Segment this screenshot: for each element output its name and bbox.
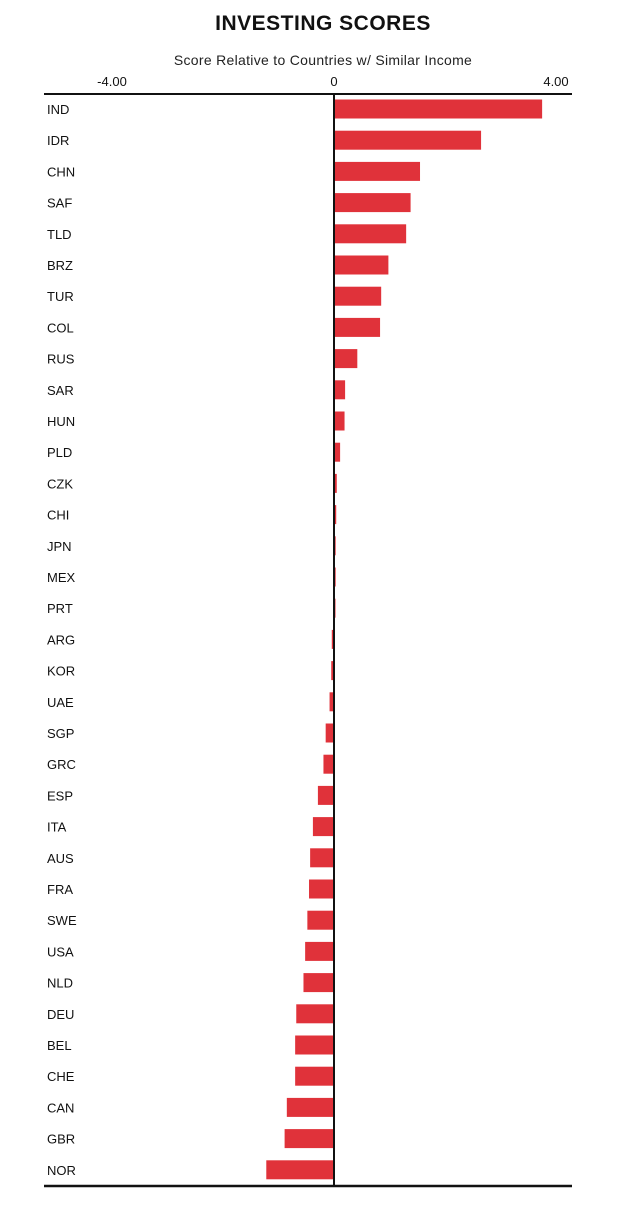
category-label: GRC — [47, 757, 76, 772]
category-label: BRZ — [47, 258, 73, 273]
category-label: BEL — [47, 1038, 72, 1053]
bar-deu — [296, 1004, 334, 1024]
category-label: USA — [47, 944, 74, 959]
category-label: AUS — [47, 851, 74, 866]
x-tick-label: 0 — [330, 74, 337, 89]
bar-aus — [310, 848, 334, 868]
bar-swe — [307, 910, 334, 930]
bar-esp — [317, 785, 334, 805]
bar-idr — [334, 130, 482, 150]
x-tick-labels: -4.00 0 4.00 — [97, 74, 568, 89]
bar-bel — [295, 1035, 334, 1055]
bar-sar — [334, 380, 346, 400]
bar-pld — [334, 442, 341, 462]
x-tick-label: 4.00 — [543, 74, 568, 89]
category-label: COL — [47, 320, 74, 335]
bar-sgp — [325, 723, 334, 743]
category-label: DEU — [47, 1007, 74, 1022]
bar-fra — [309, 879, 334, 899]
category-label: ARG — [47, 632, 75, 647]
category-label: ITA — [47, 820, 67, 835]
category-labels: IND IDR CHN SAF TLD BRZ TUR COL RUS SAR HUN PLD CZK C… — [47, 102, 77, 1178]
bar-chi — [334, 505, 337, 525]
bar-brz — [334, 255, 389, 275]
bar-tld — [334, 224, 407, 244]
category-label: TUR — [47, 289, 74, 304]
bar-nld — [303, 973, 334, 993]
category-label: SGP — [47, 726, 74, 741]
bar-gbr — [284, 1129, 334, 1149]
category-label: HUN — [47, 414, 75, 429]
category-label: CHI — [47, 508, 69, 523]
bar-chn — [334, 161, 421, 181]
bar-grc — [323, 754, 334, 774]
category-label: ESP — [47, 788, 73, 803]
category-label: IND — [47, 102, 69, 117]
category-label: JPN — [47, 539, 72, 554]
category-label: SAR — [47, 383, 74, 398]
category-label: PLD — [47, 445, 72, 460]
category-label: RUS — [47, 352, 75, 367]
category-label: NOR — [47, 1163, 76, 1178]
bars — [266, 99, 543, 1180]
category-label: MEX — [47, 570, 76, 585]
category-label: CHE — [47, 1069, 75, 1084]
category-label: IDR — [47, 133, 69, 148]
x-tick-label: -4.00 — [97, 74, 127, 89]
bar-che — [295, 1066, 334, 1086]
bar-czk — [334, 473, 337, 493]
bar-col — [334, 317, 381, 337]
x-axis-label: Score Relative to Countries w/ Similar I… — [174, 52, 472, 68]
bar-kor — [331, 661, 334, 681]
category-label: PRT — [47, 601, 73, 616]
bar-arg — [331, 629, 334, 649]
bar-uae — [329, 692, 334, 712]
category-label: CHN — [47, 164, 75, 179]
category-label: FRA — [47, 882, 73, 897]
bar-saf — [334, 193, 411, 213]
category-label: TLD — [47, 227, 72, 242]
category-label: SAF — [47, 196, 72, 211]
bar-tur — [334, 286, 382, 306]
category-label: KOR — [47, 664, 75, 679]
bar-usa — [305, 941, 334, 961]
chart-title: INVESTING SCORES — [215, 12, 431, 35]
category-label: SWE — [47, 913, 77, 928]
bar-hun — [334, 411, 345, 431]
bar-rus — [334, 349, 358, 369]
category-label: NLD — [47, 976, 73, 991]
bar-can — [286, 1097, 334, 1117]
category-label: UAE — [47, 695, 74, 710]
bar-ita — [312, 817, 334, 837]
category-label: GBR — [47, 1132, 75, 1147]
category-label: CAN — [47, 1100, 74, 1115]
bar-ind — [334, 99, 543, 119]
bar-nor — [266, 1160, 334, 1180]
category-label: CZK — [47, 476, 73, 491]
